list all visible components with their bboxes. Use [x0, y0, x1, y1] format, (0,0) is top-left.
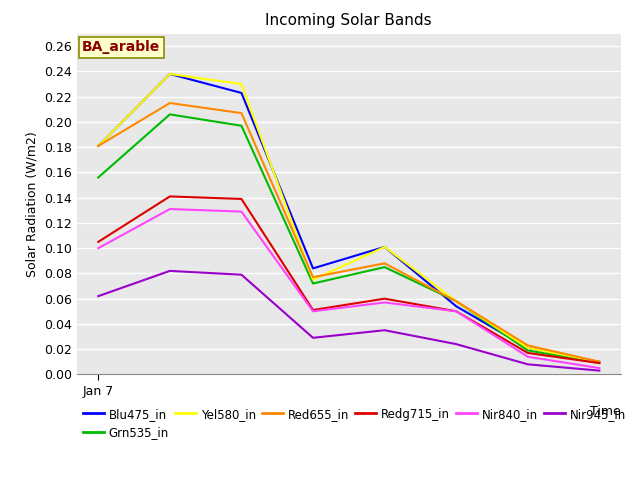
- Redg715_in: [595, 360, 603, 366]
- Line: Blu475_in: Blu475_in: [99, 74, 599, 362]
- Blu475_in: [309, 265, 317, 271]
- Blu475_in: [452, 303, 460, 309]
- Redg715_in: [452, 309, 460, 314]
- Grn535_in: [452, 298, 460, 304]
- Line: Nir840_in: Nir840_in: [99, 209, 599, 368]
- Nir945_in: [95, 293, 102, 299]
- Yel580_in: [595, 359, 603, 365]
- Red655_in: [452, 298, 460, 304]
- Red655_in: [381, 261, 388, 266]
- Yel580_in: [237, 81, 245, 87]
- Blu475_in: [381, 244, 388, 250]
- Yel580_in: [381, 244, 388, 250]
- Redg715_in: [381, 296, 388, 301]
- Red655_in: [524, 343, 532, 348]
- Red655_in: [309, 275, 317, 280]
- Nir840_in: [452, 309, 460, 314]
- Legend: Blu475_in, Grn535_in, Yel580_in, Red655_in, Redg715_in, Nir840_in, Nir945_in: Blu475_in, Grn535_in, Yel580_in, Red655_…: [83, 408, 626, 440]
- Nir840_in: [595, 365, 603, 371]
- Yel580_in: [95, 143, 102, 149]
- Line: Nir945_in: Nir945_in: [99, 271, 599, 371]
- Grn535_in: [166, 111, 173, 117]
- Line: Red655_in: Red655_in: [99, 103, 599, 362]
- Blu475_in: [237, 90, 245, 96]
- Nir840_in: [309, 309, 317, 314]
- Grn535_in: [95, 175, 102, 180]
- Yel580_in: [309, 277, 317, 283]
- Grn535_in: [309, 281, 317, 287]
- Blu475_in: [166, 71, 173, 77]
- Line: Redg715_in: Redg715_in: [99, 196, 599, 363]
- Grn535_in: [237, 123, 245, 129]
- Text: Time: Time: [590, 405, 621, 418]
- Yel580_in: [452, 298, 460, 304]
- Grn535_in: [524, 348, 532, 353]
- Nir945_in: [595, 368, 603, 373]
- Nir840_in: [237, 209, 245, 215]
- Blu475_in: [595, 359, 603, 365]
- Grn535_in: [595, 360, 603, 366]
- Yel580_in: [524, 345, 532, 351]
- Nir840_in: [95, 245, 102, 251]
- Yel580_in: [166, 71, 173, 77]
- Blu475_in: [524, 345, 532, 351]
- Title: Incoming Solar Bands: Incoming Solar Bands: [266, 13, 432, 28]
- Red655_in: [237, 110, 245, 116]
- Red655_in: [95, 143, 102, 149]
- Nir840_in: [381, 300, 388, 305]
- Grn535_in: [381, 264, 388, 270]
- Redg715_in: [237, 196, 245, 202]
- Nir945_in: [166, 268, 173, 274]
- Redg715_in: [309, 307, 317, 313]
- Y-axis label: Solar Radiation (W/m2): Solar Radiation (W/m2): [26, 131, 38, 277]
- Nir840_in: [166, 206, 173, 212]
- Redg715_in: [95, 239, 102, 245]
- Nir840_in: [524, 354, 532, 360]
- Redg715_in: [524, 350, 532, 356]
- Nir945_in: [309, 335, 317, 341]
- Line: Yel580_in: Yel580_in: [99, 74, 599, 362]
- Nir945_in: [524, 361, 532, 367]
- Text: BA_arable: BA_arable: [82, 40, 161, 54]
- Redg715_in: [166, 193, 173, 199]
- Red655_in: [595, 359, 603, 365]
- Nir945_in: [381, 327, 388, 333]
- Red655_in: [166, 100, 173, 106]
- Nir945_in: [452, 341, 460, 347]
- Nir945_in: [237, 272, 245, 277]
- Blu475_in: [95, 143, 102, 149]
- Line: Grn535_in: Grn535_in: [99, 114, 599, 363]
